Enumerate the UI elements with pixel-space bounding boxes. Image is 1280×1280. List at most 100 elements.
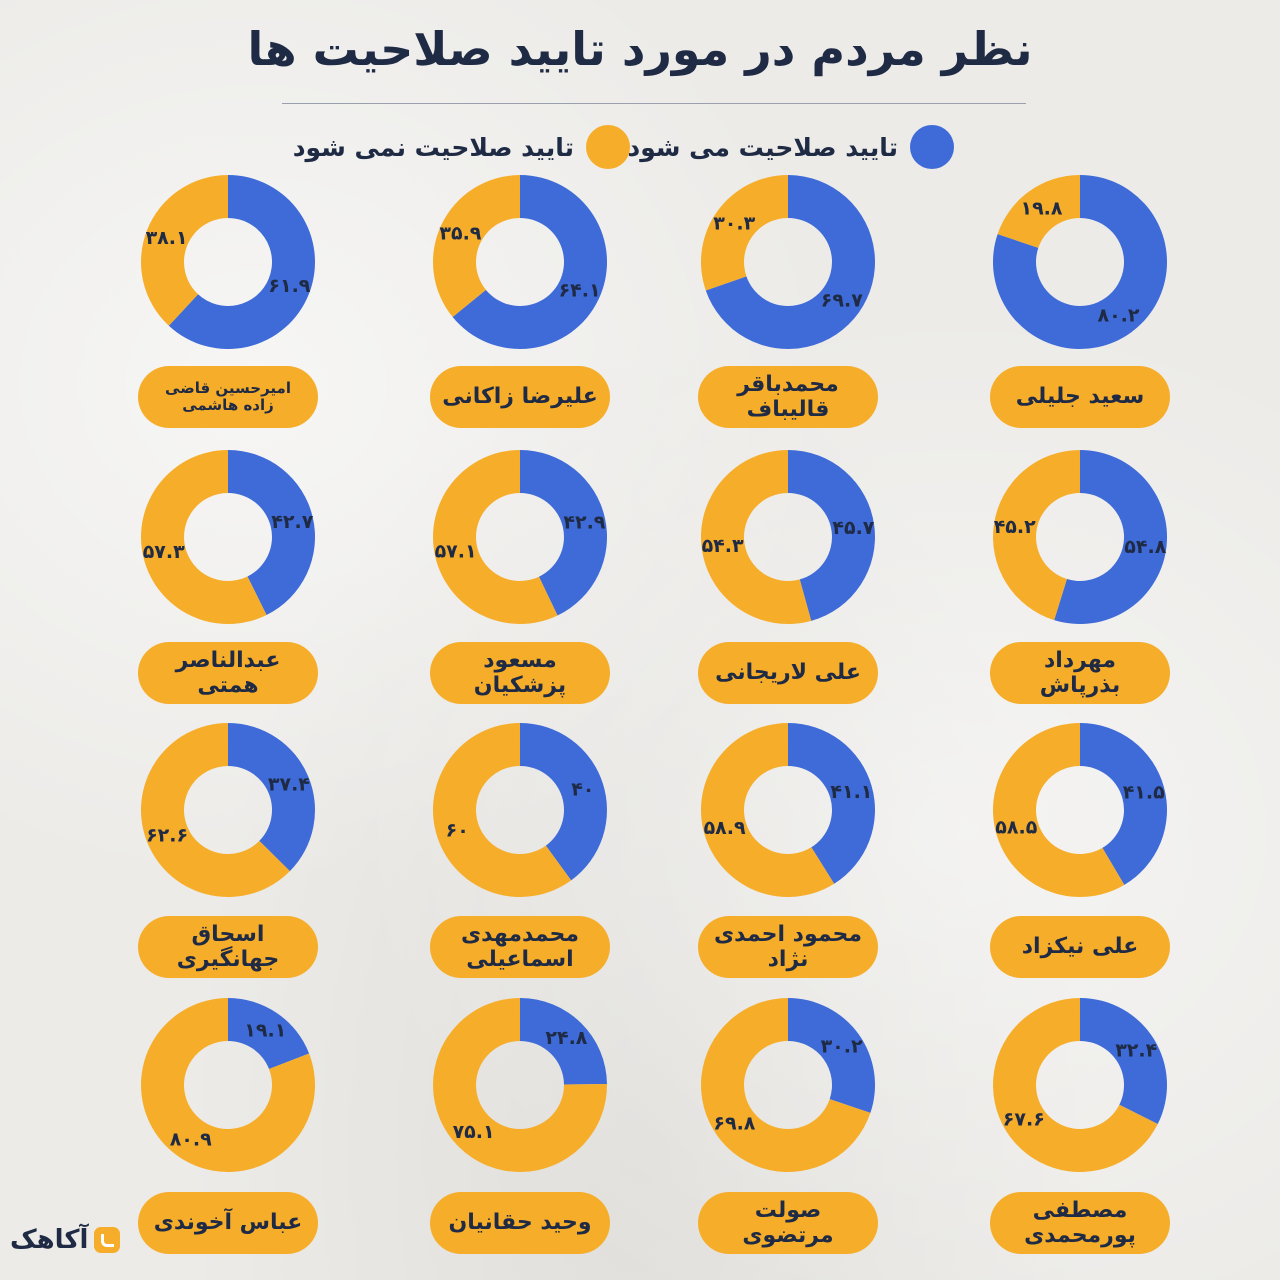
data-label-reject: ۵۴.۳ [702, 535, 744, 557]
data-label-approve: ۸۰.۲ [1097, 305, 1139, 327]
data-label-reject: ۵۷.۳ [143, 541, 185, 563]
slice-reject [992, 723, 1125, 897]
slice-approve [1080, 998, 1167, 1125]
title-divider [282, 103, 1026, 104]
candidate-name-pill: عباس آخوندی [138, 1192, 318, 1254]
slice-reject [701, 175, 788, 291]
candidate-name-pill: مسعود پزشکیان [430, 642, 610, 704]
donut-chart: ۳۰.۲ ۶۹.۸ [701, 998, 876, 1172]
slice-approve [1054, 450, 1168, 624]
data-label-approve: ۶۱.۹ [268, 275, 310, 297]
donut-chart: ۴۵.۷ ۵۴.۳ [700, 450, 875, 624]
slice-reject [432, 723, 572, 897]
data-label-reject: ۵۸.۵ [995, 816, 1037, 838]
data-label-reject: ۴۵.۲ [994, 516, 1036, 538]
slice-approve [992, 175, 1167, 349]
candidate-name-pill: مصطفی پورمحمدی [990, 1192, 1170, 1254]
data-label-reject: ۶۹.۸ [713, 1113, 755, 1135]
data-label-approve: ۱۹.۱ [244, 1020, 286, 1042]
data-label-reject: ۳۰.۳ [713, 213, 755, 235]
data-label-reject: ۱۹.۸ [1020, 197, 1062, 219]
data-label-reject: ۶۷.۶ [1003, 1109, 1045, 1131]
legend-item-reject: تایید صلاحیت نمی شود [293, 122, 630, 172]
slice-approve [788, 723, 875, 884]
candidate-name-pill: محمود احمدی نژاد [698, 916, 878, 978]
candidate-name-pill: وحید حقانیان [430, 1192, 610, 1254]
legend-item-approve: تایید صلاحیت می شود [627, 122, 954, 172]
candidate-name-pill: صولت مرتضوی [698, 1192, 878, 1254]
slice-approve [228, 998, 310, 1070]
slice-reject [700, 723, 835, 897]
candidate-name-pill: علیرضا زاکانی [430, 366, 610, 428]
legend: تایید صلاحیت می شود تایید صلاحیت نمی شود [0, 122, 1280, 172]
legend-swatch-approve [910, 125, 954, 169]
slice-reject [140, 723, 290, 897]
data-label-approve: ۲۴.۸ [545, 1027, 587, 1049]
donut-chart: ۴۱.۵ ۵۸.۵ [992, 723, 1167, 897]
legend-label-approve: تایید صلاحیت می شود [627, 132, 898, 162]
slice-reject [433, 450, 558, 624]
donut-chart: ۱۹.۱ ۸۰.۹ [141, 998, 316, 1172]
data-label-reject: ۷۵.۱ [453, 1121, 495, 1143]
akahak-logo-icon [94, 1227, 121, 1253]
candidate-name-pill: سعید جلیلی [990, 366, 1170, 428]
slice-reject [140, 175, 228, 326]
candidate-name-pill: علی لاریجانی [698, 642, 878, 704]
data-label-approve: ۴۱.۱ [830, 781, 872, 803]
donut-chart: ۴۲.۹ ۵۷.۱ [433, 450, 608, 624]
slice-reject [432, 998, 607, 1173]
data-label-reject: ۳۸.۱ [146, 227, 188, 249]
data-label-reject: ۶۲.۶ [146, 824, 188, 846]
page-title: نظر مردم در مورد تایید صلاحیت ها [247, 22, 1033, 76]
data-label-reject: ۵۷.۱ [435, 541, 477, 563]
data-label-reject: ۶۰ [446, 819, 469, 841]
slice-reject [700, 450, 812, 624]
slice-reject [141, 998, 316, 1172]
data-label-approve: ۶۴.۱ [559, 279, 601, 301]
donut-chart: ۲۴.۸ ۷۵.۱ [432, 998, 607, 1173]
candidate-name-pill: مهرداد بذرپاش [990, 642, 1170, 704]
data-label-approve: ۶۹.۷ [821, 289, 863, 311]
slice-reject [141, 450, 267, 624]
data-label-approve: ۵۴.۸ [1124, 536, 1166, 558]
slice-reject [701, 998, 871, 1172]
candidate-name-pill: اسحاق جهانگیری [138, 916, 318, 978]
slice-approve [520, 998, 607, 1085]
slice-approve [788, 998, 876, 1113]
slice-reject [992, 998, 1158, 1172]
candidate-name-pill: محمدباقر قالیباف [698, 366, 878, 428]
data-label-reject: ۳۵.۹ [439, 223, 481, 245]
slice-approve [228, 449, 316, 616]
candidate-name-pill: امیرحسین قاضی زاده هاشمی [138, 366, 318, 428]
candidate-name-pill: عبدالناصر همتی [138, 642, 318, 704]
slice-reject [433, 175, 520, 318]
donut-chart: ۴۲.۷ ۵۷.۳ [141, 449, 316, 624]
slice-approve [1080, 723, 1167, 885]
slice-approve [520, 450, 608, 616]
slice-reject [997, 175, 1080, 248]
donut-chart: ۸۰.۲ ۱۹.۸ [992, 175, 1167, 349]
data-label-reject: ۸۰.۹ [170, 1129, 212, 1151]
data-label-approve: ۴۰ [571, 779, 594, 801]
data-label-approve: ۴۲.۷ [271, 511, 313, 533]
candidate-name-pill: علی نیکزاد [990, 916, 1170, 978]
donut-chart: ۶۹.۷ ۳۰.۳ [701, 175, 876, 349]
slice-approve [228, 723, 315, 872]
donut-chart: ۵۴.۸ ۴۵.۲ [993, 450, 1168, 624]
donut-chart: ۴۰ ۶۰ [432, 723, 607, 897]
donut-chart: ۳۲.۴ ۶۷.۶ [992, 998, 1167, 1172]
data-label-approve: ۴۵.۷ [832, 517, 874, 539]
donut-chart: ۳۷.۴ ۶۲.۶ [140, 723, 315, 897]
slice-approve [452, 175, 608, 349]
donut-chart: ۴۱.۱ ۵۸.۹ [700, 723, 875, 897]
data-label-approve: ۳۷.۴ [268, 774, 310, 796]
data-label-approve: ۳۰.۲ [821, 1036, 863, 1058]
data-label-approve: ۴۲.۹ [563, 511, 605, 533]
slice-reject [993, 450, 1080, 621]
slice-approve [788, 450, 875, 621]
candidate-name-pill: محمدمهدی اسماعیلی [430, 916, 610, 978]
legend-swatch-reject [586, 125, 630, 169]
legend-label-reject: تایید صلاحیت نمی شود [292, 132, 574, 162]
donut-chart: ۶۱.۹ ۳۸.۱ [140, 175, 315, 349]
